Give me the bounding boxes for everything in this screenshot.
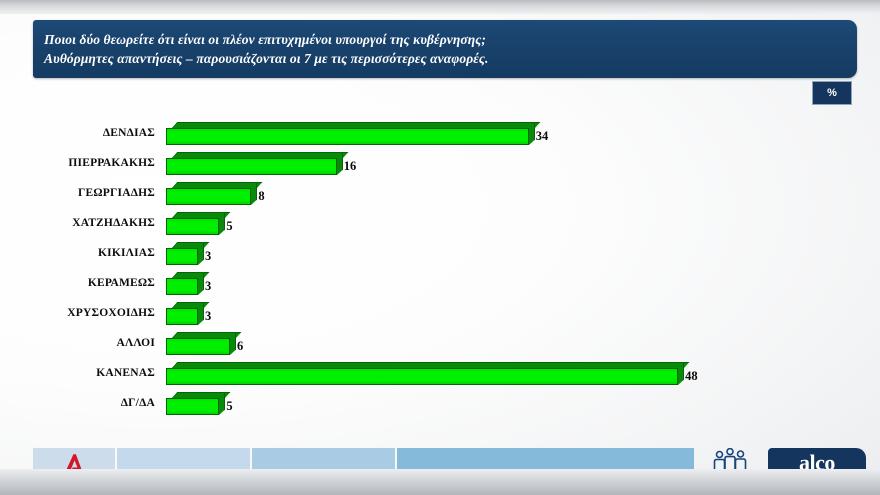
bar-front-face (166, 218, 220, 235)
title-line-1: Ποιοι δύο θεωρείτε ότι είναι οι πλέον επ… (44, 32, 486, 47)
bar-front-face (166, 128, 529, 145)
bar-front-face (166, 308, 198, 325)
category-label: ΔΓ/ΔΑ (120, 397, 155, 409)
bar: 8 (166, 182, 265, 208)
category-label: ΠΙΕΡΡΑΚΑΚΗΣ (68, 157, 155, 169)
bar-side-face (251, 182, 258, 205)
bar-side-face (198, 272, 204, 295)
bar-front-face (166, 188, 252, 205)
bar-side-face (219, 392, 226, 415)
bar-side-face (219, 212, 226, 235)
bar-value-label: 5 (226, 399, 233, 413)
chart-row: ΔΓ/ΔΑ 5 (0, 388, 880, 418)
bar: 6 (166, 332, 243, 358)
bar-front-face (166, 158, 337, 175)
bar-value-label: 8 (258, 189, 265, 203)
bar: 3 (166, 302, 211, 328)
chart-row: ΚΕΡΑΜΕΩΣ 3 (0, 268, 880, 298)
category-label: ΚΙΚΙΛΙΑΣ (98, 247, 155, 259)
bar-value-label: 3 (205, 309, 212, 323)
category-label: ΚΑΝΕΝΑΣ (96, 367, 155, 379)
bar-side-face (528, 122, 535, 145)
category-label: ΚΕΡΑΜΕΩΣ (87, 277, 155, 289)
chart-row: ΧΑΤΖΗΔΑΚΗΣ 5 (0, 208, 880, 238)
title-bar: Ποιοι δύο θεωρείτε ότι είναι οι πλέον επ… (33, 20, 857, 78)
bar: 48 (166, 362, 698, 388)
chart-row: ΑΛΛΟΙ 6 (0, 328, 880, 358)
bar: 34 (166, 122, 548, 148)
bar-value-label: 34 (535, 129, 549, 143)
bar: 5 (166, 212, 233, 238)
bar-value-label: 48 (685, 369, 698, 383)
chart-row: ΚΙΚΙΛΙΑΣ 3 (0, 238, 880, 268)
bar-front-face (166, 248, 198, 265)
bar-front-face (166, 338, 231, 355)
bar: 3 (166, 242, 211, 268)
chart-row: ΧΡΥΣΟΧΟΙΔΗΣ 3 (0, 298, 880, 328)
chart-row: ΚΑΝΕΝΑΣ 48 (0, 358, 880, 388)
percent-unit-badge: % (812, 81, 852, 105)
chart-row: ΓΕΩΡΓΙΑΔΗΣ 8 (0, 178, 880, 208)
bar-value-label: 3 (205, 279, 212, 293)
chart-row: ΔΕΝΔΙΑΣ 34 (0, 118, 880, 148)
bar-value-label: 3 (205, 249, 212, 263)
bar-side-face (198, 302, 204, 325)
category-label: ΔΕΝΔΙΑΣ (102, 127, 155, 139)
bar: 5 (166, 392, 233, 418)
slide-bottom-edge (0, 469, 880, 495)
bar-side-face (198, 242, 204, 265)
title-line-2: Αυθόρμητες απαντήσεις – παρουσιάζονται ο… (44, 51, 489, 66)
slide-top-edge (0, 0, 880, 14)
bar-side-face (230, 332, 237, 355)
alco-label: alco (799, 449, 835, 475)
bar-value-label: 5 (226, 219, 233, 233)
bar: 3 (166, 272, 211, 298)
bar-value-label: 16 (343, 159, 357, 173)
bar-front-face (166, 368, 679, 385)
bar-front-face (166, 278, 198, 295)
bar-front-face (166, 398, 220, 415)
bar-value-label: 6 (237, 339, 244, 353)
chart-row: ΠΙΕΡΡΑΚΑΚΗΣ 16 (0, 148, 880, 178)
bar: 16 (166, 152, 356, 178)
title-text-block: Ποιοι δύο θεωρείτε ότι είναι οι πλέον επ… (44, 30, 488, 68)
bar-side-face (336, 152, 343, 175)
category-label: ΑΛΛΟΙ (116, 337, 155, 349)
sedea-people-icon (713, 447, 747, 473)
bar-chart-plot-area: ΔΕΝΔΙΑΣ 34 ΠΙΕΡΡΑΚΑΚΗΣ 16 ΓΕΩΡΓΙΑΔΗΣ 8 ΧΑΤΖΗΔΑ… (0, 118, 880, 423)
bar-side-face (678, 362, 685, 385)
category-label: ΧΑΤΖΗΔΑΚΗΣ (72, 217, 155, 229)
category-label: ΧΡΥΣΟΧΟΙΔΗΣ (67, 307, 155, 319)
category-label: ΓΕΩΡΓΙΑΔΗΣ (78, 187, 155, 199)
